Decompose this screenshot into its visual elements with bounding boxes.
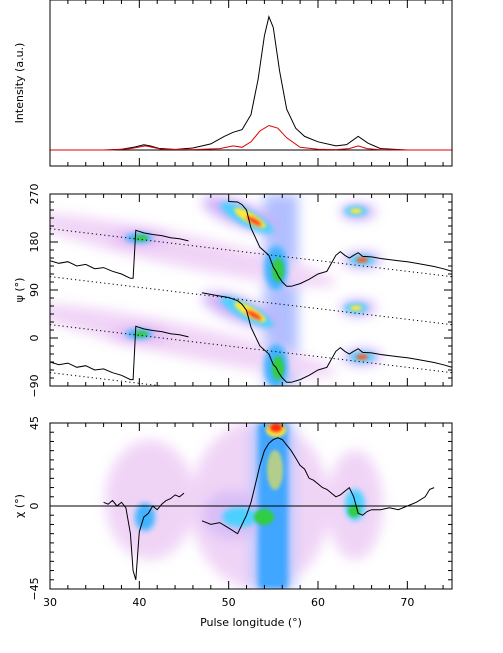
- x-tick-label: 30: [43, 596, 57, 609]
- pa-ytick-label: 180: [28, 232, 41, 253]
- intensity-y-label: Intensity (a.u.): [13, 43, 26, 124]
- chi-ytick-label: 0: [28, 503, 41, 510]
- x-tick-labels: 30 40 50 60 70: [43, 596, 414, 609]
- pa-y-tick-labels: −90 0 90 180 270: [28, 184, 41, 398]
- pa-curve-3: [201, 292, 452, 383]
- pa-ytick-label: 0: [28, 335, 41, 342]
- pa-ytick-label: 90: [28, 283, 41, 297]
- pa-density-map: [50, 194, 382, 386]
- intensity-frame: [49, 0, 453, 167]
- pa-ticks: [49, 193, 452, 387]
- chi-density-map: [105, 423, 383, 589]
- x-tick-label: 40: [132, 596, 146, 609]
- intensity-series-linear: [50, 124, 452, 151]
- x-tick-label: 70: [400, 596, 414, 609]
- ellipticity-panel: −45 0 45 30 40 50 60 70 χ (°) Pulse longitud…: [13, 416, 453, 629]
- chi-curve-2: [201, 437, 435, 535]
- intensity-series-total: [50, 15, 452, 151]
- x-axis-label: Pulse longitude (°): [200, 616, 302, 629]
- position-angle-panel: −90 0 90 180 270 ψ (°): [13, 184, 453, 398]
- x-tick-label: 60: [311, 596, 325, 609]
- pa-ytick-label: 270: [28, 184, 41, 205]
- chi-ticks: [49, 422, 452, 590]
- pa-dotted-line: [50, 372, 166, 386]
- pa-dotted-line: [50, 276, 452, 326]
- pa-dotted-line: [50, 324, 452, 374]
- chi-ytick-label: −45: [28, 577, 41, 600]
- pa-curve-2: [50, 229, 189, 279]
- intensity-x-ticks: [49, 0, 444, 166]
- pa-curve-1: [50, 325, 189, 381]
- pa-dotted-line: [50, 228, 452, 278]
- chi-curve-1: [103, 492, 185, 580]
- pa-ytick-label: −90: [28, 374, 41, 397]
- chi-y-tick-labels: −45 0 45: [28, 416, 41, 601]
- x-tick-label: 50: [222, 596, 236, 609]
- chi-y-label: χ (°): [13, 494, 26, 518]
- pa-curve-4: [228, 201, 452, 287]
- chi-ytick-label: 45: [28, 416, 41, 430]
- pa-dotted-lines: [50, 228, 452, 386]
- pa-y-label: ψ (°): [13, 278, 26, 303]
- intensity-panel: Intensity (a.u.): [13, 0, 453, 167]
